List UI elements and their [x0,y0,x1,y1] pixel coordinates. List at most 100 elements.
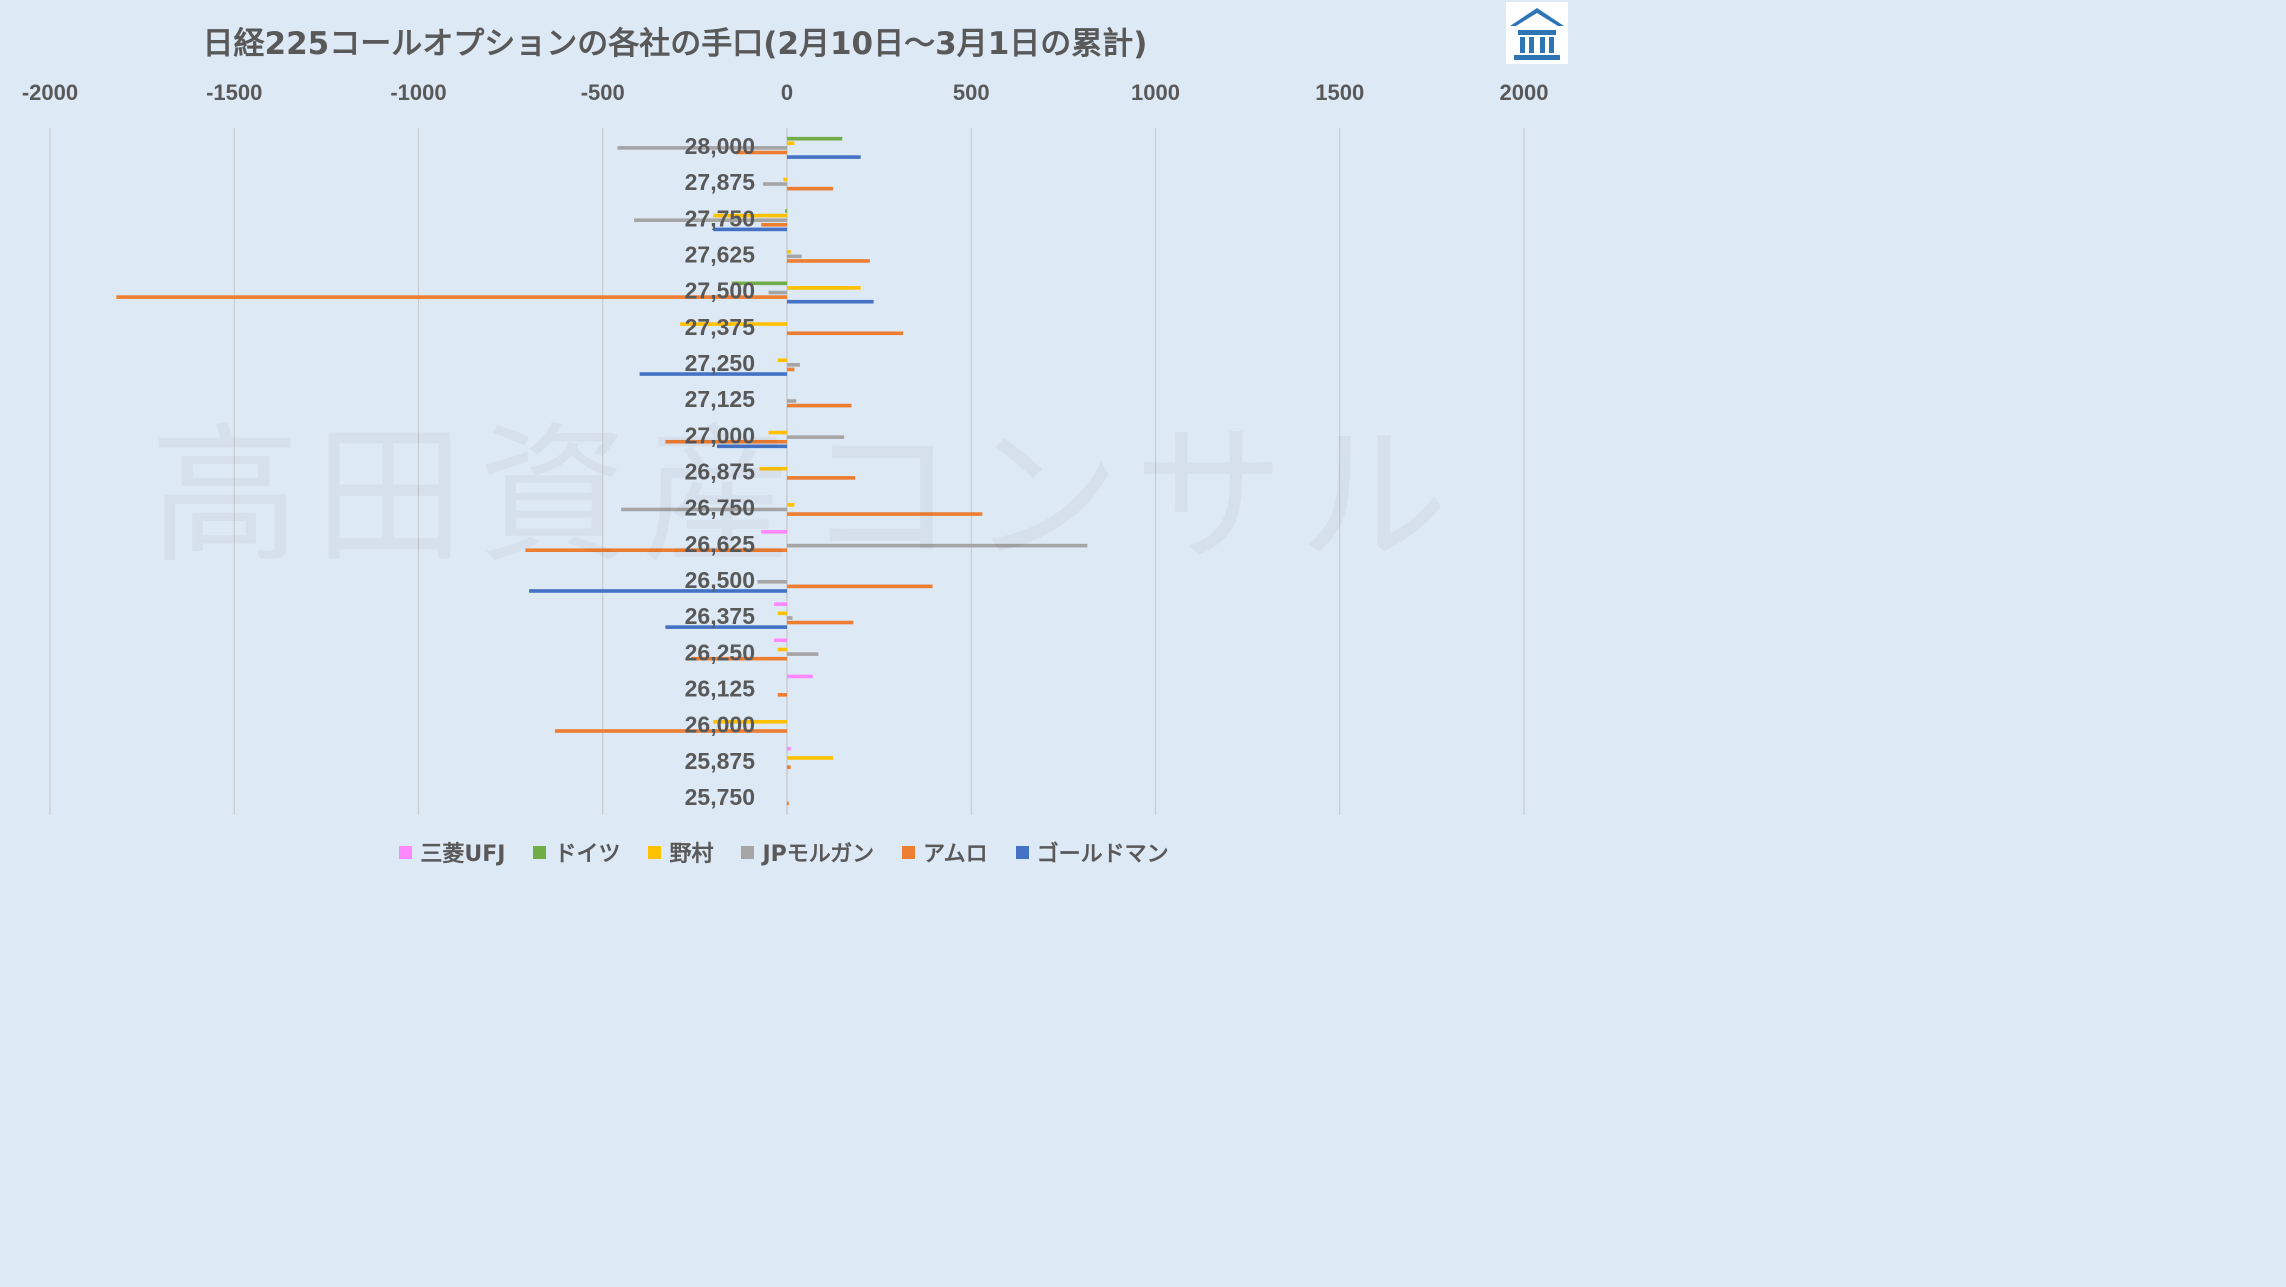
bar [787,286,861,290]
bar [713,227,787,232]
bar [665,625,787,629]
bar [787,403,852,408]
bar [787,801,789,806]
chart-title: 日経225コールオプションの各社の手口(2月10日～3月1日の累計) [202,26,1148,62]
category-label: 26,500 [685,567,755,593]
bar [787,674,813,679]
legend-swatch [902,845,916,859]
bar [768,430,787,435]
bar [691,656,787,661]
bar [787,141,795,146]
bar [787,756,834,760]
x-tick-label: -2000 [22,80,78,105]
bar [787,249,791,254]
bar [787,363,800,367]
bar [787,620,854,625]
bar [774,602,787,606]
legend-swatch [399,845,413,859]
bar [787,186,834,191]
category-label: 26,125 [685,675,756,701]
bar [777,358,787,363]
x-tick-label: 2000 [1500,80,1549,105]
bar [787,259,870,263]
bar [787,299,874,304]
x-tick-label: -500 [581,80,625,105]
category-label: 26,875 [685,459,756,485]
category-label: 27,250 [685,350,755,376]
legend-label: ゴールドマン [1036,842,1169,867]
category-label: 27,625 [685,242,756,268]
bar [787,435,845,439]
bar [787,765,791,769]
bar [787,476,856,480]
x-tick-label: 1500 [1315,80,1364,105]
x-tick-label: 500 [953,80,990,105]
category-label: 26,000 [685,712,755,738]
bar [763,182,787,186]
bar [787,503,795,507]
bar [529,589,787,593]
category-label: 28,000 [685,133,755,159]
bar [713,213,787,218]
legend-item: ドイツ [533,836,620,868]
bar [757,579,787,584]
category-label: 25,750 [685,784,755,810]
bar [759,466,787,471]
bar [680,322,787,326]
chart-legend: 三菱UFJ ドイツ 野村 JPモルガン アムロ ゴールドマン [0,836,1568,868]
legend-swatch [648,845,662,859]
x-tick-label: 0 [781,80,793,105]
category-label: 27,125 [685,386,756,412]
bar [731,281,787,286]
legend-swatch [741,845,755,859]
category-label: 26,250 [685,639,755,665]
bar [761,222,787,227]
bar [787,746,791,751]
category-label: 26,750 [685,495,755,521]
bar [777,693,787,697]
legend-item: 野村 [648,836,713,868]
bar [787,155,861,159]
bar [783,177,787,182]
bar [787,616,793,620]
category-label: 27,875 [685,169,756,195]
bar [617,146,787,150]
category-label: 25,875 [685,748,756,774]
bar [787,399,797,403]
category-label: 27,750 [685,205,755,231]
bar [777,611,787,616]
bar [787,543,1088,548]
legend-label: 野村 [669,842,714,867]
legend-swatch [1015,845,1029,859]
category-label: 27,375 [685,314,756,340]
category-label: 26,625 [685,531,756,557]
legend-label: アムロ [923,842,988,867]
bar [787,136,843,141]
legend-item: アムロ [902,836,988,868]
temple-building-icon [1506,2,1568,64]
bar [116,295,787,299]
bar [639,372,787,376]
bar [713,720,787,724]
x-tick-label: -1500 [206,80,262,105]
bar [716,444,787,449]
bar [735,150,787,155]
category-label: 27,000 [685,422,755,448]
bar [785,209,787,213]
bar [787,331,904,336]
x-tick-label: 1000 [1131,80,1180,105]
category-label: 27,500 [685,278,755,304]
bar [787,254,802,259]
category-label: 26,375 [685,603,756,629]
bar [787,584,933,589]
legend-item: ゴールドマン [1015,836,1169,868]
x-tick-label: -1000 [390,80,446,105]
bar-chart: -2000 -1500 -1000 -500 0 500 1000 1500 2000 28,00… [22,80,1549,815]
legend-item: JPモルガン [741,836,874,868]
bar [761,530,787,534]
legend-swatch [533,845,547,859]
bar [787,652,819,656]
legend-label: JPモルガン [762,842,875,867]
bar [554,729,787,733]
bar [777,647,787,652]
